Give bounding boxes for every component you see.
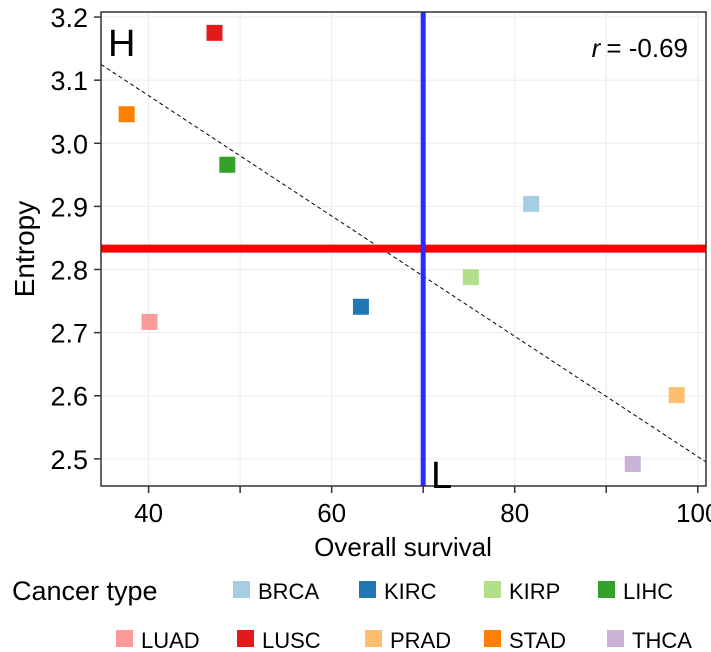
x-tick-label: 60 — [317, 498, 346, 528]
legend-title: Cancer type — [12, 576, 158, 606]
legend-label-kirp: KIRP — [509, 579, 560, 604]
legend-label-lihc: LIHC — [623, 579, 673, 604]
y-tick-label: 2.5 — [50, 445, 88, 475]
quadrant-label-high: H — [108, 23, 135, 65]
legend-swatch-prad — [365, 630, 382, 647]
y-axis: 2.5 2.6 2.7 2.8 2.9 3.0 3.1 3.2 — [50, 3, 101, 475]
data-point-lihc — [219, 156, 236, 173]
legend-label-prad: PRAD — [390, 628, 451, 652]
legend-swatch-kirc — [359, 581, 376, 598]
legend: BRCA KIRC KIRP LIHC LUAD LUSC PRAD STAD THCA — [116, 579, 692, 652]
legend-swatch-lihc — [598, 581, 615, 598]
y-tick-label: 2.6 — [50, 382, 88, 412]
y-axis-label: Entropy — [9, 201, 40, 298]
legend-label-kirc: KIRC — [384, 579, 437, 604]
data-point-kirc — [352, 298, 369, 315]
legend-swatch-kirp — [484, 581, 501, 598]
legend-label-luad: LUAD — [141, 628, 200, 652]
r-value: = -0.69 — [606, 33, 688, 63]
data-point-luad — [141, 313, 158, 330]
y-tick-label: 2.7 — [50, 319, 88, 349]
x-tick-label: 100 — [676, 498, 711, 528]
legend-swatch-thca — [607, 630, 624, 647]
quadrant-label-low: L — [431, 455, 452, 497]
legend-swatch-lusc — [237, 630, 254, 647]
data-points — [118, 24, 685, 472]
legend-swatch-luad — [116, 630, 133, 647]
data-point-kirp — [462, 269, 479, 286]
correlation-annotation: r = -0.69 — [592, 33, 688, 63]
x-axis: 40 60 80 100 — [134, 486, 711, 528]
data-point-brca — [523, 195, 540, 212]
trend-line — [100, 63, 707, 463]
plot-border — [100, 11, 707, 487]
x-tick-label: 80 — [500, 498, 529, 528]
x-axis-label: Overall survival — [314, 532, 492, 562]
y-tick-label: 3.1 — [50, 66, 88, 96]
x-tick-label: 40 — [134, 498, 163, 528]
data-point-prad — [668, 387, 685, 404]
y-tick-label: 3.0 — [50, 129, 88, 159]
y-tick-label: 2.8 — [50, 256, 88, 286]
data-point-stad — [118, 106, 135, 123]
legend-swatch-stad — [484, 630, 501, 647]
y-tick-label: 3.2 — [50, 3, 88, 33]
data-point-lusc — [206, 24, 223, 41]
r-symbol: r — [592, 33, 602, 63]
legend-swatch-brca — [233, 581, 250, 598]
legend-label-lusc: LUSC — [262, 628, 321, 652]
legend-label-brca: BRCA — [258, 579, 319, 604]
legend-label-stad: STAD — [509, 628, 566, 652]
data-point-thca — [624, 455, 641, 472]
legend-label-thca: THCA — [632, 628, 692, 652]
y-tick-label: 2.9 — [50, 192, 88, 222]
